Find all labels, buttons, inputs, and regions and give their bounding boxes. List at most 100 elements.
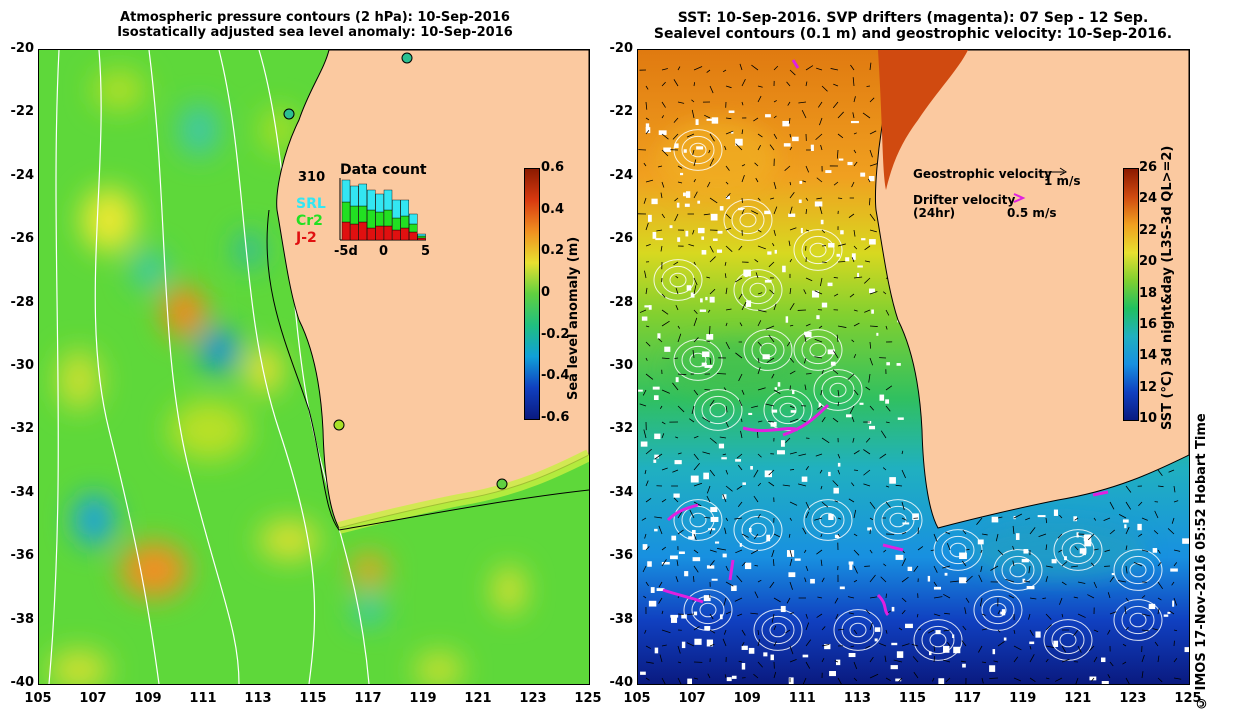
velocity-arrow xyxy=(961,560,967,567)
cloud-speckle xyxy=(703,472,709,480)
cloud-speckle xyxy=(1082,550,1086,556)
velocity-arrow xyxy=(735,143,743,151)
velocity-arrow xyxy=(788,533,791,538)
velocity-arrow xyxy=(917,527,919,535)
velocity-arrow xyxy=(917,546,924,551)
sealevel-contour xyxy=(841,615,875,645)
cloud-speckle xyxy=(848,652,856,658)
velocity-arrow xyxy=(913,565,919,572)
cloud-speckle xyxy=(644,305,651,308)
left-title-line2: Isostatically adjusted sea level anomaly… xyxy=(117,25,513,40)
velocity-arrow xyxy=(740,418,743,423)
cloud-speckle xyxy=(651,198,658,205)
velocity-arrow xyxy=(773,641,777,647)
cloud-speckle xyxy=(777,382,781,387)
left-x-tick: 123 xyxy=(519,691,547,706)
velocity-arrow xyxy=(819,469,823,474)
velocity-arrow xyxy=(789,451,797,455)
velocity-arrow xyxy=(869,574,876,583)
cloud-speckle xyxy=(705,296,708,301)
histogram-bar xyxy=(400,215,409,229)
velocity-arrow xyxy=(805,511,810,519)
velocity-arrow xyxy=(868,373,871,383)
cloud-speckle xyxy=(953,646,961,654)
velocity-arrow xyxy=(1013,677,1022,682)
velocity-arrow xyxy=(706,276,711,279)
cloud-speckle xyxy=(764,210,771,215)
velocity-arrow xyxy=(661,293,666,298)
left-x-tick: 117 xyxy=(354,691,382,706)
velocity-arrow xyxy=(821,229,825,234)
velocity-arrow xyxy=(706,495,711,503)
cloud-speckle xyxy=(710,507,718,513)
velocity-arrow xyxy=(833,83,839,87)
velocity-arrow xyxy=(736,575,743,583)
velocity-arrow xyxy=(741,301,747,311)
velocity-arrow xyxy=(786,81,791,87)
velocity-arrow xyxy=(805,209,808,215)
velocity-arrow xyxy=(706,485,711,494)
velocity-arrow xyxy=(852,437,855,443)
cloud-speckle xyxy=(763,652,768,657)
cloud-speckle xyxy=(780,605,786,613)
sealevel-contour xyxy=(1009,562,1027,578)
velocity-arrow xyxy=(753,469,759,478)
cloud-speckle xyxy=(782,120,790,127)
velocity-arrow xyxy=(709,158,715,167)
velocity-arrow xyxy=(1125,485,1132,493)
velocity-arrow xyxy=(724,273,727,279)
sealevel-contour xyxy=(689,352,707,368)
cloud-speckle xyxy=(1015,533,1020,540)
cloud-speckle xyxy=(748,647,755,654)
cloud-speckle xyxy=(846,414,852,418)
cloud-speckle xyxy=(670,614,679,618)
velocity-arrow xyxy=(1045,517,1048,524)
velocity-arrow xyxy=(869,197,871,206)
velocity-arrow xyxy=(818,325,823,329)
velocity-arrow xyxy=(723,387,727,391)
cloud-speckle xyxy=(770,654,774,661)
velocity-arrow xyxy=(869,673,879,679)
velocity-arrow xyxy=(1173,549,1181,552)
velocity-arrow xyxy=(965,548,970,551)
velocity-arrow xyxy=(1122,661,1127,665)
velocity-arrow xyxy=(1122,643,1127,647)
velocity-arrow xyxy=(693,317,698,327)
cloud-speckle xyxy=(650,587,655,593)
velocity-arrow xyxy=(834,500,839,503)
velocity-arrow xyxy=(661,213,666,219)
velocity-arrow xyxy=(865,609,871,615)
velocity-arrow xyxy=(981,628,988,631)
velocity-arrow xyxy=(773,133,778,140)
velocity-arrow xyxy=(864,309,871,313)
cloud-speckle xyxy=(774,387,778,390)
cloud-speckle xyxy=(802,654,809,658)
velocity-arrow xyxy=(741,197,743,203)
velocity-arrow xyxy=(853,96,856,103)
cloud-speckle xyxy=(839,586,845,590)
cloud-speckle xyxy=(1003,637,1007,641)
velocity-arrow xyxy=(661,115,665,119)
velocity-arrow xyxy=(753,495,759,503)
velocity-arrow xyxy=(673,497,679,503)
velocity-arrow xyxy=(815,133,823,141)
velocity-arrow xyxy=(867,178,871,183)
velocity-arrow xyxy=(1141,613,1151,617)
velocity-arrow xyxy=(724,674,727,679)
velocity-arrow xyxy=(837,517,841,520)
velocity-arrow xyxy=(736,485,743,490)
velocity-arrow xyxy=(661,357,670,360)
velocity-arrow xyxy=(693,82,696,87)
cloud-speckle xyxy=(645,123,650,129)
sst-colorbar-tick: 16 xyxy=(1139,316,1158,332)
histogram-bar xyxy=(400,227,409,241)
velocity-arrow xyxy=(645,130,650,135)
cloud-speckle xyxy=(836,253,840,257)
velocity-arrow xyxy=(757,292,763,295)
velocity-arrow xyxy=(804,549,807,554)
cloud-speckle xyxy=(825,170,832,174)
velocity-arrow xyxy=(853,309,858,312)
velocity-arrow xyxy=(757,661,763,668)
velocity-arrow xyxy=(833,277,839,279)
cloud-speckle xyxy=(818,402,822,408)
